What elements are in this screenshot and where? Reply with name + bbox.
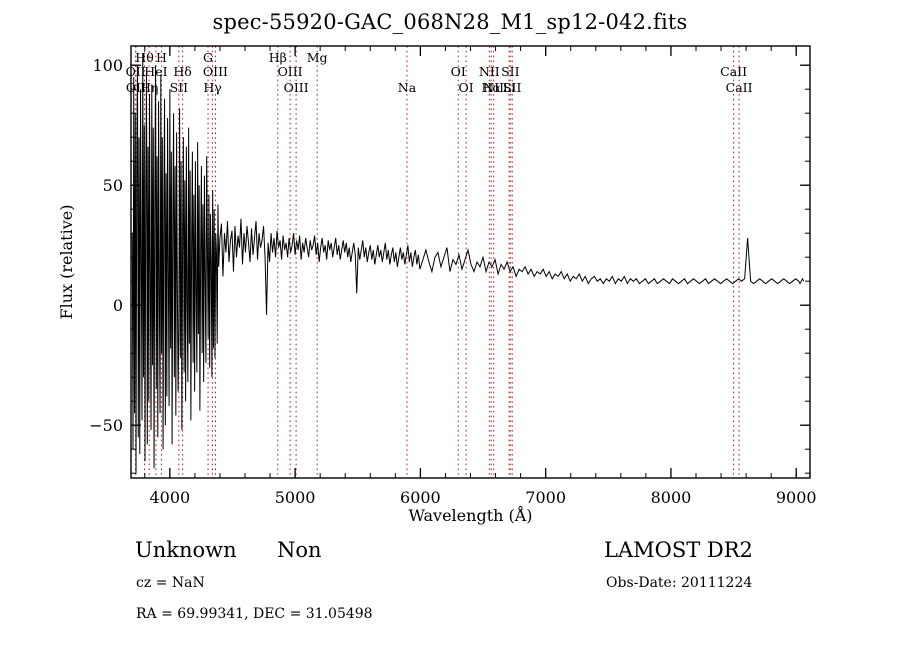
x-tick-label-6000: 6000 [400, 488, 441, 507]
x-tick-label-4000: 4000 [149, 488, 190, 507]
line-label-Hθ: Hθ [135, 50, 153, 65]
object-class: Unknown [135, 538, 237, 562]
line-label-NII: NII [483, 80, 504, 95]
line-label-OII: OII [126, 64, 146, 79]
coordinates: RA = 69.99341, DEC = 31.05498 [136, 606, 373, 622]
y-tick-label-50: 50 [103, 176, 123, 195]
line-label-SII: SII [170, 80, 189, 95]
line-label-NII: NII [479, 64, 500, 79]
plot-frame [130, 45, 811, 479]
line-label-OI: OI [451, 64, 466, 79]
line-label-SII: SII [503, 80, 522, 95]
x-tick-label-9000: 9000 [776, 488, 817, 507]
x-axis-label: Wavelength (Å) [408, 505, 532, 525]
x-tick-label-7000: 7000 [525, 488, 566, 507]
line-label-Hδ: Hδ [173, 64, 191, 79]
object-subclass: Non [277, 538, 322, 562]
line-label-Li: Li [503, 80, 515, 95]
line-label-CaII: CaII [720, 64, 747, 79]
y-tick-label-100: 100 [92, 56, 123, 75]
line-label-Mg: Mg [307, 50, 328, 65]
obs-date: Obs-Date: 20111224 [606, 575, 753, 591]
line-label-CaII: CaII [726, 80, 753, 95]
cz-value: cz = NaN [136, 575, 205, 591]
line-label-SII: SII [501, 64, 520, 79]
line-label-Hγ: Hγ [203, 80, 221, 95]
x-tick-label-5000: 5000 [275, 488, 316, 507]
line-label-OIII: OIII [284, 80, 309, 95]
x-tick-label-8000: 8000 [651, 488, 692, 507]
y-tick-label--50: −50 [89, 416, 123, 435]
line-label-Hβ: Hβ [269, 50, 287, 65]
spectrum-trace [131, 53, 805, 474]
line-label-H: H [156, 50, 167, 65]
line-label-OI: OI [459, 80, 474, 95]
line-label-Na: Na [398, 80, 417, 95]
line-label-OII: OII [126, 80, 146, 95]
y-tick-label-0: 0 [113, 296, 123, 315]
line-label-Hα: Hα [481, 80, 501, 95]
y-axis-label: Flux (relative) [57, 205, 76, 320]
line-label-OIII: OIII [278, 64, 303, 79]
page-title: spec-55920-GAC_068N28_M1_sp12-042.fits [212, 10, 688, 34]
line-label-G: G [203, 50, 213, 65]
line-label-HeI: HeI [144, 64, 167, 79]
line-label-OIII: OIII [203, 64, 228, 79]
survey-name: LAMOST DR2 [604, 538, 753, 562]
line-label-Hη: Hη [140, 80, 158, 95]
